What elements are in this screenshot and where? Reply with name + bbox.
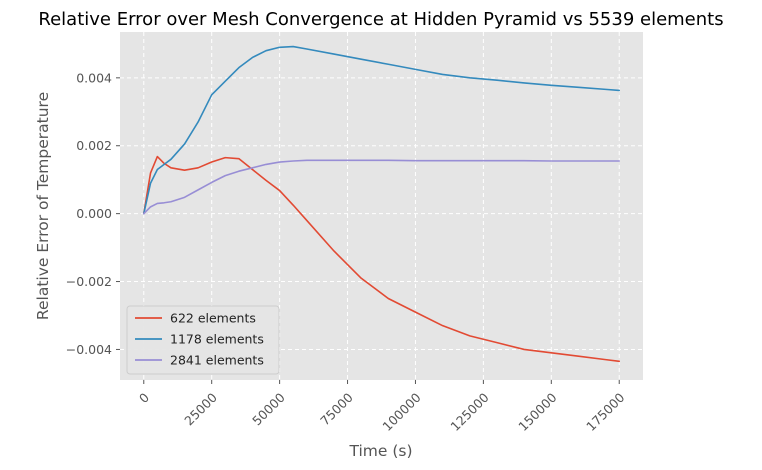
- x-tick-label: 175000: [583, 390, 627, 434]
- x-tick-label: 125000: [447, 390, 491, 434]
- y-tick-label: 0.004: [76, 70, 112, 85]
- legend-box: [126, 305, 280, 375]
- legend: 622 elements 1178 elements 2841 elements: [126, 305, 280, 375]
- x-axis-ticks: 0 25000 50000 75000 100000 125000 150000 175000: [136, 380, 628, 434]
- x-tick-label: 0: [136, 390, 152, 406]
- x-tick-label: 50000: [249, 390, 288, 429]
- y-axis-ticks: −0.004 −0.002 0.000 0.002 0.004: [66, 70, 120, 357]
- y-axis-label: Relative Error of Temperature: [34, 92, 52, 320]
- y-tick-label: −0.004: [66, 342, 112, 357]
- chart-title: Relative Error over Mesh Convergence at …: [38, 9, 723, 30]
- x-tick-label: 75000: [317, 390, 356, 429]
- x-tick-label: 25000: [181, 390, 220, 429]
- series-line-2: [142, 45, 621, 215]
- y-tick-label: 0.002: [76, 138, 112, 153]
- x-axis-label: Time (s): [348, 442, 412, 460]
- x-tick-label: 100000: [379, 390, 423, 434]
- x-tick-label: 150000: [515, 390, 559, 434]
- series-line-3: [142, 159, 621, 215]
- y-tick-label: 0.000: [76, 206, 112, 221]
- legend-label-1: 622 elements: [170, 311, 256, 326]
- grid: [120, 32, 643, 380]
- y-tick-label: −0.002: [66, 274, 112, 289]
- legend-label-2: 1178 elements: [170, 332, 264, 347]
- series-lines: [142, 45, 621, 363]
- legend-label-3: 2841 elements: [170, 353, 264, 368]
- series-line-1: [142, 155, 621, 363]
